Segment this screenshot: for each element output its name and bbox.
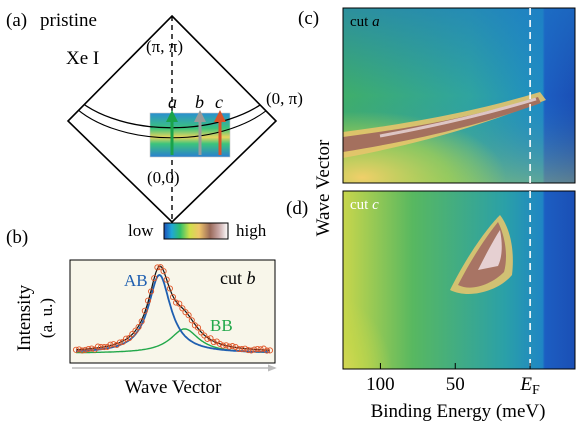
panel-d-frame bbox=[342, 190, 576, 370]
panel-c: (c) cut a bbox=[298, 7, 576, 184]
data-point bbox=[126, 335, 133, 342]
data-point bbox=[204, 335, 211, 342]
ab-peak-curve bbox=[76, 274, 270, 353]
data-point bbox=[235, 345, 242, 353]
data-point bbox=[123, 335, 130, 342]
data-point bbox=[119, 338, 126, 345]
data-point bbox=[263, 347, 270, 354]
energy-tick-label: EF bbox=[519, 374, 540, 398]
data-point bbox=[238, 346, 245, 353]
data-point bbox=[138, 318, 145, 325]
colorbar-gradient bbox=[163, 222, 229, 240]
data-point bbox=[254, 345, 261, 353]
data-point bbox=[166, 285, 173, 292]
shared-ylabel: Wave Vector bbox=[313, 139, 334, 236]
data-point bbox=[201, 332, 208, 339]
data-point bbox=[97, 344, 105, 351]
panel-b-ylabel: Intensity bbox=[14, 284, 35, 351]
colorbar-high-label: high bbox=[236, 221, 267, 240]
data-point bbox=[232, 343, 239, 351]
panel-b-xlabel: Wave Vector bbox=[125, 377, 222, 398]
data-point bbox=[248, 347, 255, 354]
data-point bbox=[132, 327, 139, 334]
data-point bbox=[169, 293, 177, 301]
data-point bbox=[94, 343, 101, 350]
data-point bbox=[226, 343, 233, 350]
panel-a-label: (a) bbox=[6, 10, 27, 31]
data-point bbox=[110, 341, 117, 348]
energy-tick-label: 100 bbox=[366, 374, 395, 395]
data-point bbox=[101, 344, 108, 351]
data-point bbox=[220, 342, 227, 349]
data-point bbox=[160, 268, 167, 275]
data-point bbox=[229, 343, 236, 350]
data-point bbox=[88, 345, 95, 352]
colorbar-low-label: low bbox=[128, 221, 154, 240]
data-point bbox=[194, 324, 202, 331]
data-point bbox=[266, 347, 274, 354]
panel-b-cut-label: cut b bbox=[220, 268, 256, 288]
panel-d: (d) cut c bbox=[286, 190, 576, 370]
peak-ab-label: AB bbox=[124, 271, 148, 290]
data-point bbox=[173, 299, 180, 306]
brillouin-zone bbox=[66, 14, 278, 224]
data-point bbox=[176, 300, 183, 307]
data-point bbox=[210, 339, 217, 346]
energy-axis-ticks: 100 50 EF bbox=[366, 363, 540, 398]
panel-a: (a) pristine Xe I a b c (π, π) (0, π) (0… bbox=[6, 10, 303, 224]
data-point bbox=[141, 307, 148, 314]
data-point bbox=[82, 346, 89, 353]
corner-top-label: (π, π) bbox=[146, 37, 183, 56]
colorbar: low high bbox=[128, 221, 267, 240]
panel-b: (b) cut b AB BB Intensity (a. u.) Wave V… bbox=[6, 227, 277, 398]
panel-a-title: pristine bbox=[40, 10, 97, 31]
data-point bbox=[257, 346, 264, 353]
data-point bbox=[179, 305, 186, 312]
data-point bbox=[151, 275, 158, 282]
panel-c-frame bbox=[342, 7, 576, 184]
corner-bottom-label: (0,0) bbox=[147, 168, 180, 187]
shared-xlabel: Binding Energy (meV) bbox=[371, 401, 546, 422]
corner-right-label: (0, π) bbox=[266, 89, 303, 108]
panel-d-cut-label: cut c bbox=[350, 197, 379, 213]
energy-tick-label: 50 bbox=[446, 374, 465, 395]
inset-map bbox=[150, 113, 230, 157]
data-point bbox=[79, 347, 86, 354]
data-point bbox=[154, 264, 161, 271]
data-point bbox=[144, 297, 152, 304]
panel-a-source: Xe I bbox=[66, 48, 99, 69]
panel-d-label: (d) bbox=[286, 198, 308, 219]
data-point bbox=[216, 340, 223, 347]
panel-c-label: (c) bbox=[298, 8, 319, 29]
data-point bbox=[148, 288, 155, 295]
cut-b-tag: b bbox=[195, 92, 204, 112]
data-point bbox=[157, 264, 164, 271]
data-point bbox=[85, 345, 92, 353]
data-point bbox=[245, 347, 252, 354]
data-point bbox=[241, 345, 249, 352]
data-point bbox=[207, 335, 214, 342]
data-point bbox=[188, 317, 195, 324]
peak-bb-label: BB bbox=[210, 316, 233, 335]
panel-b-label: (b) bbox=[6, 227, 28, 248]
data-point bbox=[135, 323, 142, 331]
panel-c-cut-label: cut a bbox=[350, 14, 380, 30]
cut-a-tag: a bbox=[168, 92, 177, 112]
data-point bbox=[107, 341, 114, 348]
cut-c-tag: c bbox=[215, 92, 223, 112]
data-point bbox=[260, 345, 267, 352]
panel-b-curves bbox=[72, 264, 274, 354]
data-point bbox=[163, 276, 170, 283]
data-point bbox=[116, 339, 123, 346]
panel-b-ylabel-unit: (a. u.) bbox=[37, 298, 56, 338]
data-point bbox=[185, 312, 192, 319]
data-point bbox=[223, 342, 230, 349]
data-point bbox=[76, 346, 83, 353]
data-point bbox=[251, 346, 258, 353]
data-point bbox=[72, 346, 80, 353]
data-point bbox=[129, 330, 136, 338]
